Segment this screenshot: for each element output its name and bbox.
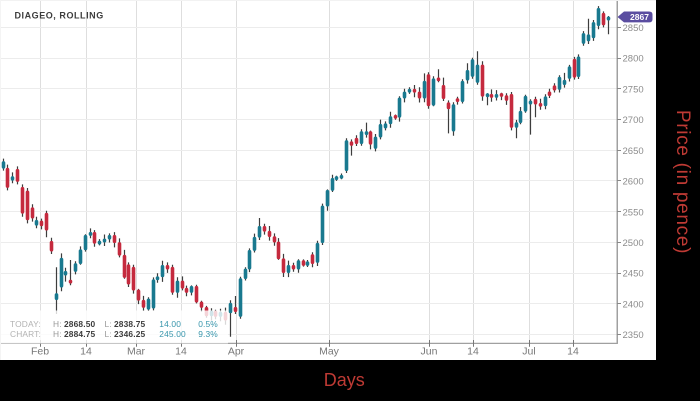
svg-text:Feb: Feb (31, 346, 49, 358)
svg-text:Days: Days (324, 370, 365, 390)
svg-text:245.00: 245.00 (159, 329, 186, 339)
svg-text:2350: 2350 (623, 330, 644, 341)
svg-text:2867: 2867 (630, 12, 649, 22)
svg-text:2400: 2400 (623, 299, 644, 310)
svg-text:L:: L: (105, 319, 112, 329)
svg-text:Mar: Mar (127, 346, 146, 358)
svg-text:Jun: Jun (421, 346, 438, 358)
svg-text:2450: 2450 (623, 269, 644, 280)
svg-text:14.00: 14.00 (159, 319, 181, 329)
svg-text:2868.50: 2868.50 (64, 319, 96, 329)
svg-text:2500: 2500 (623, 238, 644, 249)
svg-text:May: May (319, 346, 340, 358)
svg-text:2800: 2800 (623, 54, 644, 65)
svg-text:Jul: Jul (522, 346, 535, 358)
svg-text:2700: 2700 (623, 115, 644, 126)
svg-text:2750: 2750 (623, 84, 644, 95)
svg-text:DIAGEO, ROLLING: DIAGEO, ROLLING (15, 10, 104, 20)
svg-text:2550: 2550 (623, 207, 644, 218)
svg-text:14: 14 (80, 346, 92, 358)
svg-text:14: 14 (175, 346, 187, 358)
svg-text:14: 14 (567, 346, 579, 358)
svg-text:14: 14 (467, 346, 479, 358)
svg-text:L:: L: (105, 329, 112, 339)
svg-text:Apr: Apr (228, 346, 245, 358)
svg-text:2650: 2650 (623, 146, 644, 157)
svg-text:Price (in pence): Price (in pence) (672, 110, 693, 254)
svg-text:H:: H: (53, 319, 62, 329)
svg-text:2884.75: 2884.75 (64, 329, 96, 339)
svg-text:2600: 2600 (623, 177, 644, 188)
svg-text:TODAY:: TODAY: (10, 319, 41, 329)
svg-text:9.3%: 9.3% (198, 329, 218, 339)
svg-text:H:: H: (53, 329, 62, 339)
svg-text:CHART:: CHART: (10, 329, 41, 339)
svg-text:2850: 2850 (623, 23, 644, 34)
svg-text:2838.75: 2838.75 (114, 319, 146, 329)
svg-text:2346.25: 2346.25 (114, 329, 146, 339)
svg-text:0.5%: 0.5% (198, 319, 218, 329)
